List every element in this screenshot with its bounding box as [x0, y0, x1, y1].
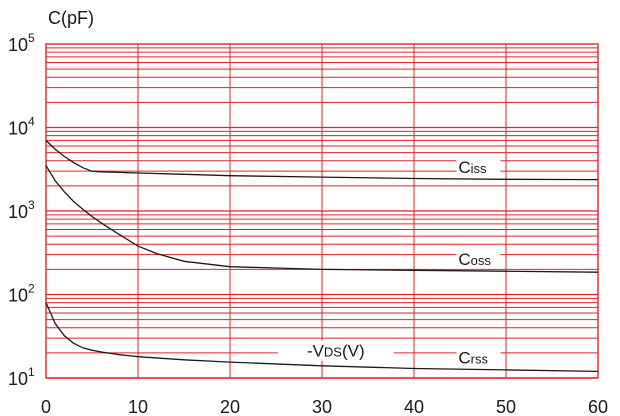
- y-tick-label: 103: [8, 198, 35, 222]
- x-tick-label: 10: [128, 397, 148, 416]
- plot-frame: [45, 43, 599, 379]
- x-tick-label: 20: [220, 397, 240, 416]
- x-tick-label: 40: [404, 397, 424, 416]
- series-label-bg: [456, 349, 501, 366]
- series-label-bg: [456, 159, 501, 176]
- axes: [45, 43, 599, 379]
- y-tick-label: 104: [8, 115, 35, 139]
- grid: [45, 44, 599, 379]
- y-tick-label: 105: [8, 31, 35, 55]
- labels: 0 10 20 30 40 50 60 101 102 103 104 105 C(pF) Ciss Cos…: [8, 8, 608, 416]
- series-label-ciss: Ciss: [458, 158, 487, 177]
- y-tick-label: 101: [8, 365, 35, 389]
- series-line-coss: [45, 165, 599, 273]
- series-label-bg: [456, 250, 501, 267]
- x-axis-label: -VDS(V): [307, 342, 365, 361]
- y-tick-label: 102: [8, 282, 35, 306]
- series-line-crss: [45, 302, 599, 373]
- series-label-crss: Crss: [458, 348, 488, 367]
- x-tick-label: 30: [312, 397, 332, 416]
- series-label-coss: Coss: [458, 250, 491, 269]
- x-tick-label: 50: [496, 397, 516, 416]
- x-tick-label: 60: [588, 397, 608, 416]
- x-tick-label: 0: [41, 397, 51, 416]
- series-line-ciss: [45, 139, 599, 181]
- y-axis-label: C(pF): [48, 8, 94, 28]
- series-lines: [45, 139, 599, 373]
- x-axis-label-bg: [277, 340, 394, 361]
